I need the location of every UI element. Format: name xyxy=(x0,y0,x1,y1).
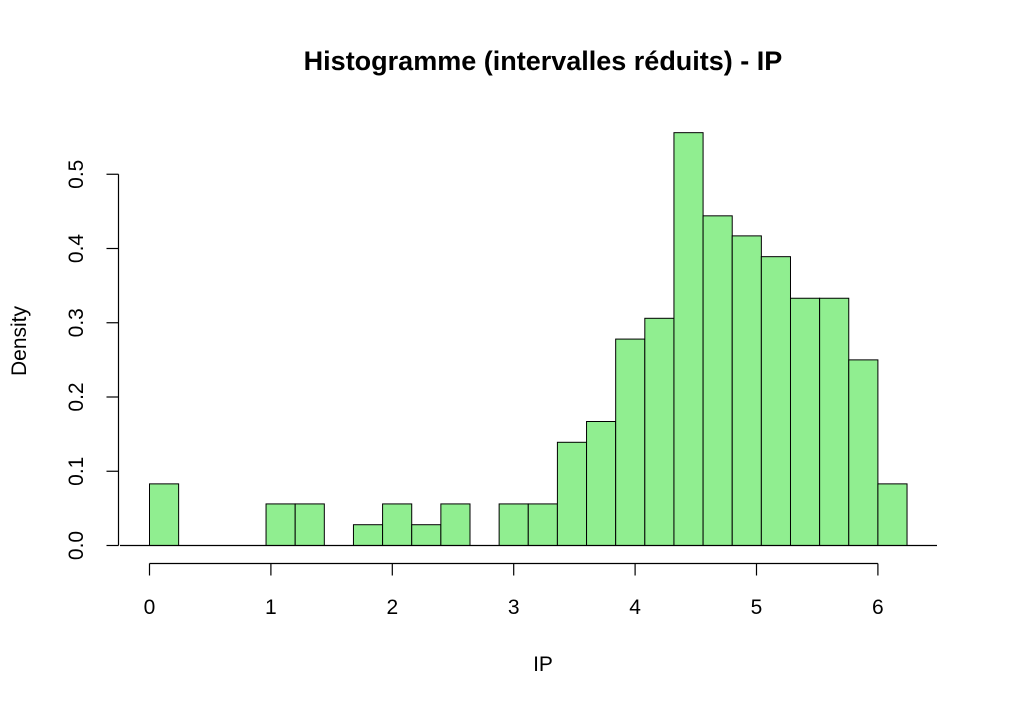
x-tick-label: 3 xyxy=(508,596,520,619)
histogram-bar xyxy=(265,503,296,547)
histogram-bar xyxy=(615,338,646,546)
y-tick-label: 0.2 xyxy=(65,382,88,411)
y-axis: 0.0 0.1 0.2 0.3 0.4 0.5 xyxy=(65,160,120,560)
histogram-bar xyxy=(819,297,850,546)
y-axis-label: Density xyxy=(8,305,31,376)
histogram-bar xyxy=(556,441,588,547)
histogram-bar xyxy=(702,215,733,547)
histogram-bar xyxy=(586,421,617,546)
histogram-bar xyxy=(644,317,675,547)
x-tick-label: 0 xyxy=(144,596,156,619)
x-tick-label: 4 xyxy=(629,596,641,619)
x-axis: 0 1 2 3 4 5 6 xyxy=(144,562,884,619)
histogram-bar xyxy=(673,132,704,546)
histogram-bar xyxy=(149,483,180,546)
x-axis-label: IP xyxy=(533,653,553,676)
histogram-bar xyxy=(527,503,558,547)
histogram-bar xyxy=(352,524,384,547)
y-tick-label: 0.5 xyxy=(65,160,88,189)
histogram-bar xyxy=(789,297,821,546)
histogram-bar xyxy=(440,503,471,547)
x-tick-label: 5 xyxy=(751,596,763,619)
histogram-bar xyxy=(382,503,413,547)
y-tick-label: 0.1 xyxy=(65,457,88,486)
histogram-bar xyxy=(877,483,908,546)
histogram-bar xyxy=(760,256,791,546)
x-tick-label: 6 xyxy=(872,596,884,619)
histogram-bar xyxy=(498,503,529,547)
histogram-bars xyxy=(149,132,908,547)
histogram-bar xyxy=(411,524,442,547)
x-tick-label: 1 xyxy=(265,596,277,619)
x-tick-label: 2 xyxy=(386,596,398,619)
y-tick-label: 0.3 xyxy=(65,308,88,337)
histogram-bar xyxy=(848,359,879,546)
y-tick-label: 0.4 xyxy=(65,234,88,264)
histogram-bar xyxy=(294,503,325,547)
y-tick-label: 0.0 xyxy=(65,531,88,560)
chart-title: Histogramme (intervalles réduits) - IP xyxy=(304,46,783,76)
histogram-bar xyxy=(731,235,762,546)
